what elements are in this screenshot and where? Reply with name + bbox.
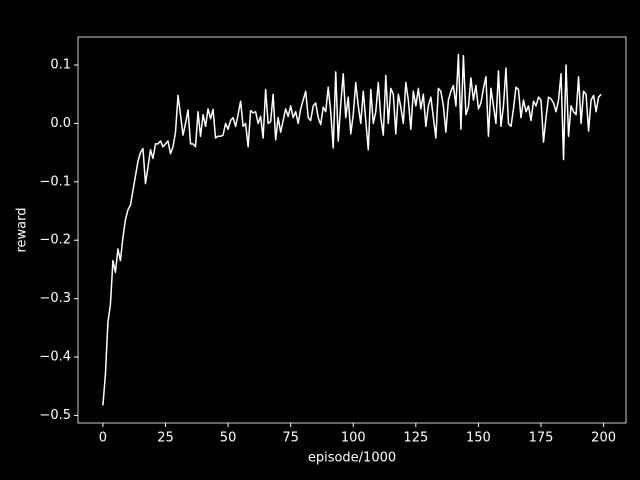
y-tick-label: −0.1 xyxy=(39,174,71,189)
x-tick-label: 25 xyxy=(157,431,174,446)
x-tick-label: 100 xyxy=(341,431,366,446)
x-tick-label: 175 xyxy=(529,431,554,446)
x-tick-label: 0 xyxy=(99,431,107,446)
data-line xyxy=(102,53,602,406)
y-tick-label: 0.0 xyxy=(50,116,71,131)
x-tick-label: 50 xyxy=(220,431,237,446)
plot-frame xyxy=(77,36,627,424)
y-tick-label: −0.3 xyxy=(39,291,71,306)
x-tick-label: 150 xyxy=(466,431,491,446)
y-tick-label: −0.4 xyxy=(39,350,71,365)
x-tick-label: 200 xyxy=(591,431,616,446)
y-tick-label: −0.5 xyxy=(39,408,71,423)
x-tick-label: 125 xyxy=(403,431,428,446)
y-tick-label: −0.2 xyxy=(39,233,71,248)
x-axis-label: episode/1000 xyxy=(308,451,396,466)
y-tick-label: 0.1 xyxy=(50,58,71,73)
x-tick-label: 75 xyxy=(282,431,299,446)
y-axis-label: reward xyxy=(15,207,30,252)
